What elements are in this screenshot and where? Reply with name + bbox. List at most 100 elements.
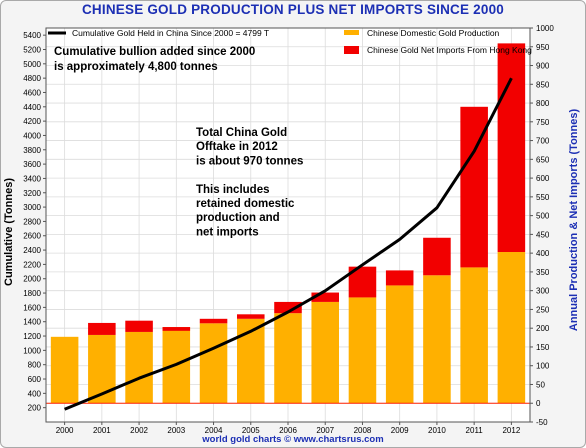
bar-imports-2007 bbox=[311, 292, 340, 302]
left-tick-label: 4600 bbox=[23, 88, 41, 97]
right-tick-label: 450 bbox=[536, 230, 550, 239]
left-tick-label: 3800 bbox=[23, 146, 41, 155]
right-tick-label: -50 bbox=[536, 418, 548, 427]
x-tick-label: 2010 bbox=[428, 426, 446, 435]
bar-imports-2005 bbox=[236, 314, 265, 319]
right-tick-label: 600 bbox=[536, 174, 550, 183]
left-tick-label: 600 bbox=[28, 375, 42, 384]
bar-production-2012 bbox=[497, 252, 526, 404]
x-tick-label: 2009 bbox=[391, 426, 409, 435]
x-tick-label: 2008 bbox=[354, 426, 372, 435]
left-tick-label: 3400 bbox=[23, 174, 41, 183]
offtake-note-line: Total China Gold bbox=[196, 127, 287, 139]
right-tick-label: 650 bbox=[536, 155, 550, 164]
bar-imports-2003 bbox=[162, 327, 191, 331]
right-tick-label: 700 bbox=[536, 137, 550, 146]
right-tick-label: 800 bbox=[536, 99, 550, 108]
left-tick-label: 4800 bbox=[23, 74, 41, 83]
bar-imports-2012 bbox=[497, 43, 526, 253]
legend: Cumulative Gold Held in China Since 2000… bbox=[48, 28, 532, 55]
chart-footer: world gold charts © www.chartsrus.com bbox=[202, 434, 384, 445]
legend-label-imports: Chinese Gold Net Imports From Hong Kong bbox=[367, 45, 532, 55]
left-tick-label: 2000 bbox=[23, 275, 41, 284]
legend-label-cumulative: Cumulative Gold Held in China Since 2000… bbox=[72, 28, 269, 38]
cumulative-note-line2: is approximately 4,800 tonnes bbox=[54, 61, 218, 73]
bar-imports-2010 bbox=[423, 237, 451, 276]
left-tick-label: 4400 bbox=[23, 103, 41, 112]
bar-imports-2001 bbox=[88, 322, 116, 335]
x-tick-label: 2011 bbox=[466, 426, 484, 435]
right-tick-label: 900 bbox=[536, 62, 550, 71]
left-tick-label: 5400 bbox=[23, 31, 41, 40]
bar-imports-2006 bbox=[274, 301, 302, 314]
x-tick-label: 2002 bbox=[130, 426, 148, 435]
bar-production-2000 bbox=[50, 336, 79, 404]
right-tick-label: 0 bbox=[536, 399, 541, 408]
left-tick-label: 5200 bbox=[23, 45, 41, 54]
right-tick-label: 250 bbox=[536, 305, 550, 314]
right-tick-label: 500 bbox=[536, 212, 550, 221]
bar-imports-2002 bbox=[125, 320, 153, 332]
cumulative-note-line1: Cumulative bullion added since 2000 bbox=[54, 46, 255, 58]
right-tick-label: 400 bbox=[536, 249, 550, 258]
left-tick-label: 2800 bbox=[23, 217, 41, 226]
right-tick-label: 550 bbox=[536, 193, 550, 202]
left-tick-label: 3000 bbox=[23, 203, 41, 212]
x-tick-label: 2007 bbox=[316, 426, 334, 435]
left-tick-label: 2400 bbox=[23, 246, 41, 255]
offtake-note-line: is about 970 tonnes bbox=[196, 155, 303, 167]
bar-imports-2004 bbox=[199, 318, 228, 324]
left-tick-label: 1200 bbox=[23, 332, 41, 341]
left-tick-label: 1000 bbox=[23, 346, 41, 355]
bar-production-2002 bbox=[125, 331, 153, 404]
right-tick-label: 750 bbox=[536, 118, 550, 127]
left-tick-label: 3600 bbox=[23, 160, 41, 169]
bar-production-2004 bbox=[199, 323, 228, 404]
left-tick-label: 4200 bbox=[23, 117, 41, 126]
bar-production-2007 bbox=[311, 301, 340, 404]
right-axis-title: Annual Production & Net Imports (Tonnes) bbox=[568, 109, 580, 332]
x-tick-label: 2003 bbox=[167, 426, 185, 435]
legend-swatch-imports bbox=[344, 46, 359, 54]
offtake-note-line: production and bbox=[196, 212, 280, 224]
left-tick-label: 5000 bbox=[23, 60, 41, 69]
bar-production-2006 bbox=[274, 313, 302, 404]
offtake-note-line: net imports bbox=[196, 226, 259, 238]
legend-label-production: Chinese Domestic Gold Production bbox=[367, 28, 500, 38]
left-tick-label: 1400 bbox=[23, 318, 41, 327]
left-axis-ticks: 200 400 600 800 1000 1200 1400 1600 1800 2000 2200… bbox=[23, 31, 46, 413]
right-tick-label: 850 bbox=[536, 80, 550, 89]
right-tick-label: 1000 bbox=[536, 24, 554, 33]
legend-swatch-production bbox=[344, 30, 359, 35]
bar-production-2001 bbox=[88, 334, 116, 404]
x-tick-label: 2004 bbox=[205, 426, 223, 435]
left-tick-label: 400 bbox=[28, 389, 42, 398]
x-tick-label: 2000 bbox=[56, 426, 74, 435]
left-tick-label: 1800 bbox=[23, 289, 41, 298]
chart-title: CHINESE GOLD PRODUCTION PLUS NET IMPORTS… bbox=[81, 2, 504, 17]
offtake-note-line: retained domestic bbox=[196, 198, 295, 210]
right-tick-label: 100 bbox=[536, 362, 550, 371]
left-tick-label: 200 bbox=[28, 404, 42, 413]
right-tick-label: 50 bbox=[536, 380, 545, 389]
left-axis-title: Cumulative (Tonnes) bbox=[3, 178, 15, 286]
left-tick-label: 4000 bbox=[23, 131, 41, 140]
bar-production-2010 bbox=[423, 275, 451, 404]
x-tick-label: 2012 bbox=[502, 426, 520, 435]
right-tick-label: 150 bbox=[536, 343, 550, 352]
x-tick-label: 2006 bbox=[279, 426, 297, 435]
right-tick-label: 300 bbox=[536, 287, 550, 296]
bars-group bbox=[50, 43, 526, 404]
left-tick-label: 1600 bbox=[23, 303, 41, 312]
bar-production-2009 bbox=[385, 285, 414, 404]
offtake-note: Total China Gold Offtake in 2012 is about … bbox=[196, 127, 303, 238]
offtake-note-line: This includes bbox=[196, 184, 270, 196]
right-axis-ticks: -50 0 50 100 150 200 250 300 350 400 450 500 550 600 6… bbox=[530, 24, 554, 427]
offtake-note-line: Offtake in 2012 bbox=[196, 141, 278, 153]
left-tick-label: 2200 bbox=[23, 260, 41, 269]
right-tick-label: 200 bbox=[536, 324, 550, 333]
x-tick-label: 2001 bbox=[93, 426, 111, 435]
left-tick-label: 3200 bbox=[23, 189, 41, 198]
right-tick-label: 350 bbox=[536, 268, 550, 277]
